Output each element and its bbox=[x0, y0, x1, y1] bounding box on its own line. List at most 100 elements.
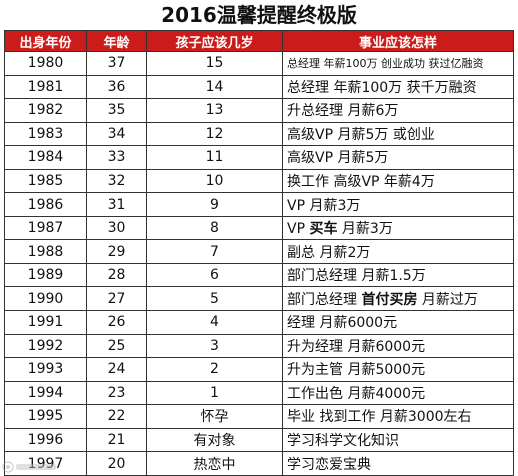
cell-child-age: 8 bbox=[146, 215, 283, 241]
cell-career: 总经理 年薪100万 获千万融资 bbox=[282, 74, 514, 100]
cell-birth-year: 1992 bbox=[4, 333, 87, 359]
career-text: 升为主管 月薪5000元 bbox=[287, 362, 426, 379]
cell-career: 升为经理 月薪6000元 bbox=[282, 333, 514, 359]
cell-career: 高级VP 月薪5万 或创业 bbox=[282, 121, 514, 147]
header-age: 年龄 bbox=[86, 30, 147, 52]
career-text: 总经理 年薪100万 获千万融资 bbox=[287, 79, 477, 96]
cell-age: 29 bbox=[86, 239, 147, 264]
cell-child-age: 9 bbox=[146, 192, 283, 217]
table-row: 1996 21 有对象 学习科学文化知识 bbox=[4, 427, 514, 453]
cell-birth-year: 1991 bbox=[4, 310, 87, 335]
header-career: 事业应该怎样 bbox=[282, 30, 514, 52]
cell-child-age: 3 bbox=[146, 333, 283, 359]
career-text: 学习恋爱宝典 bbox=[287, 456, 371, 473]
career-text: 毕业 找到工作 月薪3000左右 bbox=[287, 409, 472, 426]
cell-birth-year: 1980 bbox=[4, 51, 87, 76]
career-text: 高级VP 月薪5万 或创业 bbox=[287, 126, 435, 143]
cell-birth-year: 1981 bbox=[4, 74, 87, 100]
career-text: 副总 月薪2万 bbox=[287, 244, 371, 261]
table-row: 1980 37 15 总经理 年薪100万 创业成功 获过亿融资 bbox=[4, 51, 514, 76]
cell-child-age: 14 bbox=[146, 74, 283, 100]
cell-age: 33 bbox=[86, 145, 147, 170]
table-row: 1987 30 8 VP 买车 月薪3万 bbox=[4, 215, 514, 241]
cell-child-age: 7 bbox=[146, 239, 283, 264]
table-row: 1989 28 6 部门总经理 月薪1.5万 bbox=[4, 262, 514, 288]
cell-age: 20 bbox=[86, 451, 147, 476]
career-text: 升总经理 月薪6万 bbox=[287, 103, 399, 120]
cell-birth-year: 1990 bbox=[4, 286, 87, 312]
cell-career: 经理 月薪6000元 bbox=[282, 310, 514, 335]
cell-age: 27 bbox=[86, 286, 147, 312]
cell-career: 升总经理 月薪6万 bbox=[282, 98, 514, 123]
cell-child-age: 1 bbox=[146, 380, 283, 406]
career-text: 月薪3万 bbox=[337, 221, 393, 238]
table-row: 1984 33 11 高级VP 月薪5万 bbox=[4, 145, 514, 170]
cell-career: 部门总经理 首付买房 月薪过万 bbox=[282, 286, 514, 312]
watermark-logo-icon bbox=[2, 461, 56, 473]
cell-birth-year: 1995 bbox=[4, 404, 87, 429]
header-birth-year: 出身年份 bbox=[4, 30, 87, 52]
career-text: 工作出色 月薪4000元 bbox=[287, 385, 426, 402]
career-text: VP 月薪3万 bbox=[287, 197, 361, 214]
cell-child-age: 15 bbox=[146, 51, 283, 76]
page-title: 2016温馨提醒终极版 bbox=[161, 3, 357, 27]
cell-age: 23 bbox=[86, 380, 147, 406]
table-row: 1985 32 10 换工作 高级VP 年薪4万 bbox=[4, 168, 514, 194]
cell-birth-year: 1985 bbox=[4, 168, 87, 194]
cell-child-age: 4 bbox=[146, 310, 283, 335]
cell-birth-year: 1989 bbox=[4, 262, 87, 288]
data-table: 出身年份 年龄 孩子应该几岁 事业应该怎样 1980 37 15 总经理 年薪100万… bbox=[4, 30, 514, 476]
cell-birth-year: 1997 bbox=[4, 451, 87, 476]
career-highlight: 买车 bbox=[309, 221, 338, 238]
cell-career: 升为主管 月薪5000元 bbox=[282, 357, 514, 382]
cell-career: 学习科学文化知识 bbox=[282, 427, 514, 453]
cell-career: 换工作 高级VP 年薪4万 bbox=[282, 168, 514, 194]
table-row: 1995 22 怀孕 毕业 找到工作 月薪3000左右 bbox=[4, 404, 514, 429]
table-row: 1992 25 3 升为经理 月薪6000元 bbox=[4, 333, 514, 359]
table-row: 1983 34 12 高级VP 月薪5万 或创业 bbox=[4, 121, 514, 147]
table-row: 1997 20 热恋中 学习恋爱宝典 bbox=[4, 451, 514, 476]
cell-career: VP 月薪3万 bbox=[282, 192, 514, 217]
cell-age: 37 bbox=[86, 51, 147, 76]
cell-career: 学习恋爱宝典 bbox=[282, 451, 514, 476]
career-text: 部门总经理 月薪1.5万 bbox=[287, 268, 426, 285]
cell-birth-year: 1994 bbox=[4, 380, 87, 406]
cell-birth-year: 1987 bbox=[4, 215, 87, 241]
career-text: 总经理 年薪100万 创业成功 获过亿融资 bbox=[287, 57, 484, 71]
career-text: VP bbox=[287, 221, 310, 238]
table-row: 1982 35 13 升总经理 月薪6万 bbox=[4, 98, 514, 123]
table-row: 1981 36 14 总经理 年薪100万 获千万融资 bbox=[4, 74, 514, 100]
career-text: 换工作 高级VP 年薪4万 bbox=[287, 174, 435, 190]
cell-age: 24 bbox=[86, 357, 147, 382]
career-text: 经理 月薪6000元 bbox=[287, 315, 398, 332]
table-row: 1993 24 2 升为主管 月薪5000元 bbox=[4, 357, 514, 382]
cell-career: 高级VP 月薪5万 bbox=[282, 145, 514, 170]
cell-birth-year: 1988 bbox=[4, 239, 87, 264]
cell-career: 副总 月薪2万 bbox=[282, 239, 514, 264]
career-highlight: 首付买房 bbox=[361, 291, 418, 308]
table-row: 1990 27 5 部门总经理 首付买房 月薪过万 bbox=[4, 286, 514, 312]
header-child-age: 孩子应该几岁 bbox=[146, 30, 283, 52]
cell-career: 总经理 年薪100万 创业成功 获过亿融资 bbox=[282, 51, 514, 76]
cell-age: 35 bbox=[86, 98, 147, 123]
cell-child-age: 13 bbox=[146, 98, 283, 123]
cell-child-age: 12 bbox=[146, 121, 283, 147]
cell-birth-year: 1984 bbox=[4, 145, 87, 170]
cell-child-age: 怀孕 bbox=[146, 404, 283, 429]
cell-child-age: 11 bbox=[146, 145, 283, 170]
cell-career: 毕业 找到工作 月薪3000左右 bbox=[282, 404, 514, 429]
table-row: 1991 26 4 经理 月薪6000元 bbox=[4, 310, 514, 335]
cell-birth-year: 1986 bbox=[4, 192, 87, 217]
table-row: 1988 29 7 副总 月薪2万 bbox=[4, 239, 514, 264]
cell-birth-year: 1996 bbox=[4, 427, 87, 453]
table-body: 1980 37 15 总经理 年薪100万 创业成功 获过亿融资 1981 36 14 总经理… bbox=[4, 51, 514, 476]
cell-age: 31 bbox=[86, 192, 147, 217]
cell-birth-year: 1993 bbox=[4, 357, 87, 382]
table-row: 1994 23 1 工作出色 月薪4000元 bbox=[4, 380, 514, 406]
cell-career: 部门总经理 月薪1.5万 bbox=[282, 262, 514, 288]
cell-age: 21 bbox=[86, 427, 147, 453]
cell-child-age: 5 bbox=[146, 286, 283, 312]
cell-child-age: 10 bbox=[146, 168, 283, 194]
cell-career: 工作出色 月薪4000元 bbox=[282, 380, 514, 406]
cell-child-age: 有对象 bbox=[146, 427, 283, 453]
